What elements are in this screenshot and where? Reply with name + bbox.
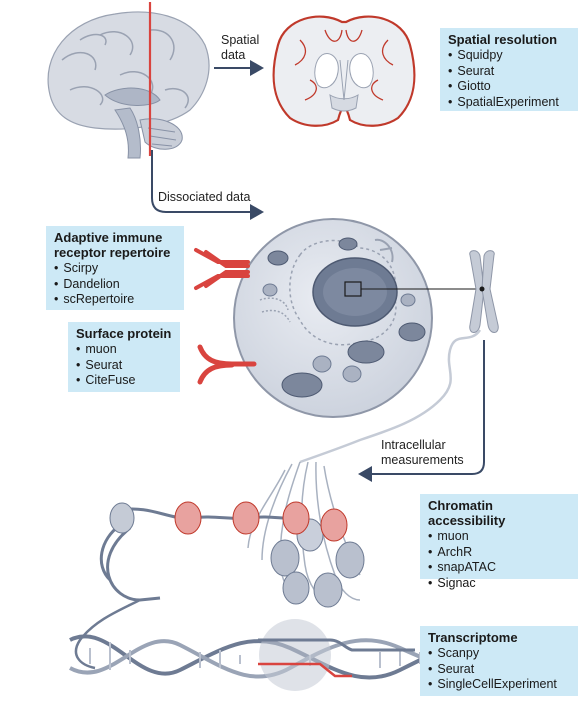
tool-item: SingleCellExperiment [428, 677, 570, 693]
chromatin-accessibility-box: Chromatin accessibility muon ArchR snapA… [420, 494, 578, 590]
tool-item: Dandelion [54, 277, 176, 293]
tool-item: muon [76, 342, 172, 358]
transcriptome-box: Transcriptome Scanpy Seurat SingleCellEx… [420, 626, 578, 696]
tool-item: Seurat [76, 358, 172, 374]
tool-item: CiteFuse [76, 373, 172, 389]
adaptive-immune-title: Adaptive immune receptor repertoire [54, 230, 176, 260]
tool-item: scRepertoire [54, 292, 176, 308]
spatial-resolution-box: Spatial resolution Squidpy Seurat Giotto… [440, 28, 578, 111]
surface-protein-title: Surface protein [76, 326, 172, 341]
tool-item: Scirpy [54, 261, 176, 277]
immune-receptor-icon [194, 248, 250, 290]
spatial-resolution-title: Spatial resolution [448, 32, 558, 47]
intracellular-measurements-label: Intracellular measurements [381, 438, 464, 468]
brain-sagittal-illustration [47, 2, 210, 159]
dna-double-helix [69, 619, 471, 691]
surface-protein-icon [197, 344, 257, 385]
adaptive-immune-title-line1: Adaptive immune [54, 230, 163, 245]
intracellular-label-line2: measurements [381, 453, 464, 467]
tool-item: snapATAC [428, 560, 570, 576]
tool-item: Signac [428, 576, 570, 592]
nucleosome-cluster [270, 518, 365, 608]
dna-loop [74, 501, 348, 670]
adaptive-immune-box: Adaptive immune receptor repertoire Scir… [46, 226, 184, 310]
transcriptome-title: Transcriptome [428, 630, 518, 645]
tool-item: Squidpy [448, 48, 570, 64]
tool-item: SpatialExperiment [448, 95, 570, 111]
tool-item: Scanpy [428, 646, 570, 662]
tool-item: Seurat [428, 662, 570, 678]
tool-item: Seurat [448, 64, 570, 80]
chromosome-illustration [299, 250, 499, 464]
tool-item: Giotto [448, 79, 570, 95]
dissociated-arrow [151, 150, 264, 220]
cell-illustration [233, 218, 482, 418]
adaptive-immune-title-line2: receptor repertoire [54, 245, 171, 260]
tool-item: ArchR [428, 545, 570, 561]
dissociated-data-label: Dissociated data [158, 190, 251, 204]
intracellular-label-line1: Intracellular [381, 438, 446, 452]
spatial-data-label-line1: Spatial [221, 33, 260, 47]
tool-item: muon [428, 529, 570, 545]
surface-protein-box: Surface protein muon Seurat CiteFuse [68, 322, 180, 392]
spatial-data-label: Spatial data [221, 33, 259, 63]
brain-coronal-section [272, 15, 416, 127]
intracellular-arrow [358, 340, 485, 482]
spatial-data-label-line2: data [221, 48, 246, 62]
chromatin-accessibility-title: Chromatin accessibility [428, 498, 506, 528]
